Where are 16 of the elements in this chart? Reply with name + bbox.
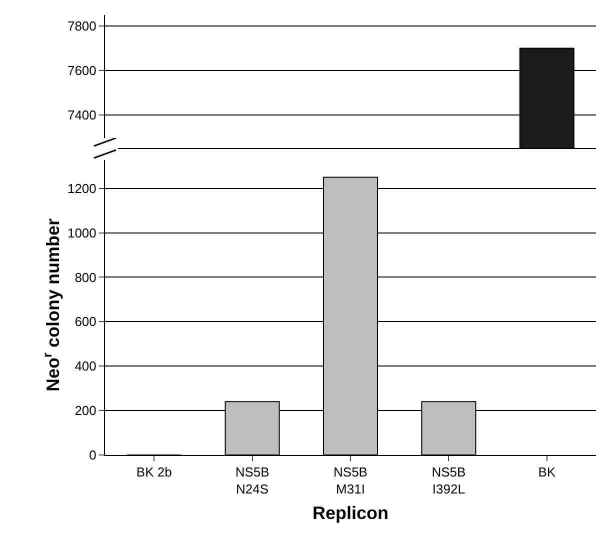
y-tick-label: 0: [89, 448, 96, 463]
x-axis-title: Replicon: [312, 503, 389, 523]
y-tick-label: 800: [74, 270, 96, 285]
x-tick-label: NS5B M31I: [334, 464, 368, 496]
y-tick-label: 7800: [67, 18, 96, 34]
y-tick-label: 7600: [67, 62, 96, 78]
y-tick-label: 7400: [67, 107, 96, 122]
x-tick-label: BK: [538, 464, 556, 480]
y-tick-label: 600: [74, 314, 96, 330]
x-tick-label: NS5B N24S: [235, 464, 270, 496]
x-tick-label: BK 2b: [136, 464, 172, 480]
y-tick-label: 1000: [67, 225, 96, 240]
y-tick-label: 1200: [67, 180, 96, 196]
y-tick-label: 200: [74, 403, 96, 418]
y-tick-label: 400: [74, 358, 96, 374]
x-tick-label: NS5B I392L: [432, 464, 466, 496]
